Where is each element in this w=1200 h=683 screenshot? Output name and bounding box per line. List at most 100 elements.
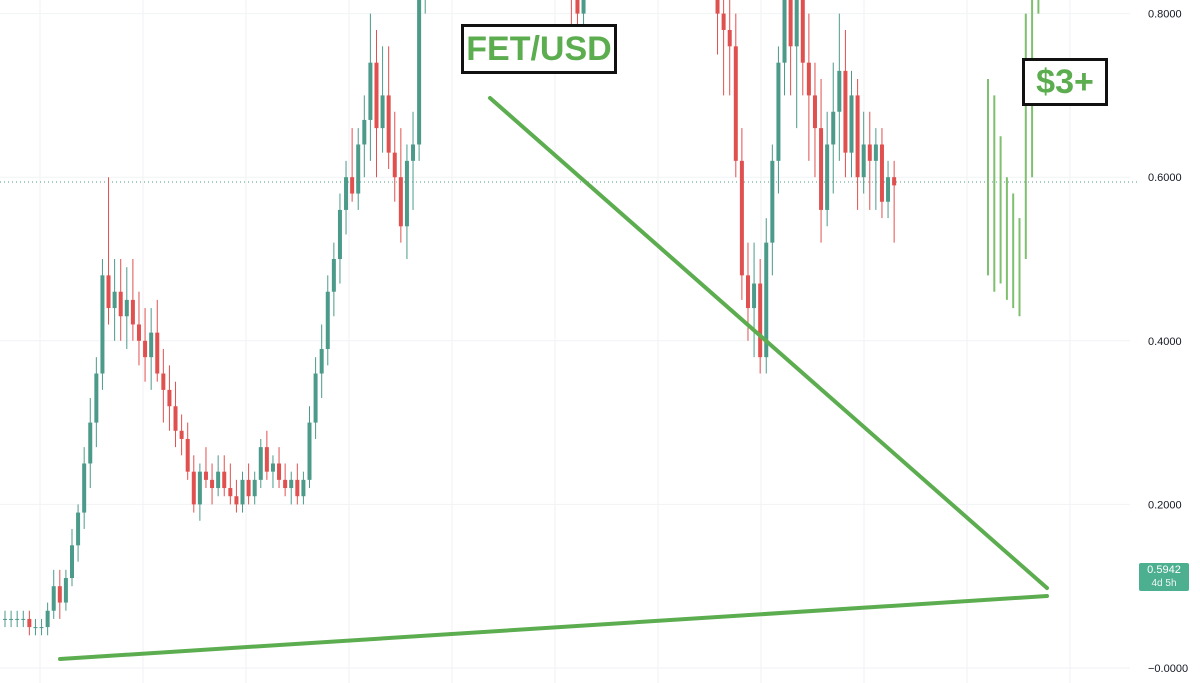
candle-body	[745, 275, 750, 309]
candle-body	[100, 275, 105, 374]
candle-body	[411, 144, 416, 161]
candle-body	[398, 177, 403, 227]
candle-body	[88, 422, 93, 464]
candle-body	[819, 128, 824, 210]
candle-body	[886, 177, 891, 202]
candle-body	[94, 373, 99, 423]
candle-body	[130, 299, 135, 325]
candle-body	[374, 62, 379, 129]
last-price-tag: 0.5942 4d 5h	[1139, 563, 1189, 591]
candle-body	[350, 177, 355, 194]
candle-body	[33, 627, 38, 629]
candle-body	[721, 13, 726, 30]
candle-body	[112, 291, 117, 309]
candle-body	[575, 0, 580, 14]
candle-body	[873, 144, 878, 161]
candle-body	[222, 471, 227, 489]
candle-body	[392, 152, 397, 178]
candle-body	[344, 177, 349, 210]
last-price-value: 0.5942	[1147, 564, 1181, 576]
candle-body	[69, 545, 74, 579]
candle-body	[106, 275, 111, 309]
candle-body	[782, 0, 787, 63]
candle-body	[417, 0, 422, 145]
candle-body	[167, 389, 172, 407]
candle-body	[356, 144, 361, 194]
candle-body	[124, 299, 129, 317]
y-tick-label: 0.2000	[1148, 499, 1182, 511]
candle-body	[216, 471, 221, 489]
candle-body	[27, 618, 32, 628]
candle-body	[82, 463, 87, 513]
candle-body	[325, 291, 330, 349]
candle-body	[770, 160, 775, 243]
candle-body	[380, 95, 385, 129]
candle-body	[252, 479, 257, 497]
y-axis: 4.00003.80003.60003.40003.20003.00002.80…	[1148, 9, 1188, 675]
candle-body	[203, 471, 208, 480]
candle-body	[277, 463, 282, 480]
candle-body	[331, 259, 336, 292]
candle-body	[21, 618, 26, 620]
candle-body	[764, 242, 769, 358]
candle-body	[197, 471, 202, 505]
candle-body	[313, 373, 318, 423]
candle-body	[289, 479, 294, 489]
candle-body	[118, 291, 123, 317]
candle-body	[301, 479, 306, 497]
candle-body	[788, 0, 793, 47]
y-tick-label: 0.4000	[1148, 336, 1182, 348]
candle-body	[246, 479, 251, 497]
candle-body	[270, 463, 275, 472]
candle-body	[149, 332, 154, 358]
candle-body	[843, 70, 848, 153]
candle-body	[319, 348, 324, 374]
candle-body	[739, 160, 744, 276]
candle-body	[337, 209, 342, 259]
candle-body	[879, 144, 884, 202]
candle-body	[776, 62, 781, 161]
candle-body	[15, 618, 20, 620]
candle-body	[9, 618, 14, 620]
y-tick-label: 0.6000	[1148, 172, 1182, 184]
candle-body	[368, 62, 373, 120]
candle-body	[264, 447, 269, 472]
candle-body	[63, 578, 68, 603]
candle-body	[234, 496, 239, 505]
candle-body	[191, 471, 196, 505]
candle-body	[812, 95, 817, 129]
candle-body	[45, 610, 50, 628]
candle-body	[849, 95, 854, 153]
candle-body	[758, 283, 763, 358]
y-tick-label: 0.8000	[1148, 9, 1182, 21]
candle-body	[861, 144, 866, 178]
candle-body	[825, 144, 830, 210]
y-tick-label: −0.0000	[1148, 663, 1188, 675]
candle-body	[283, 479, 288, 489]
candle-body	[295, 479, 300, 497]
candle-body	[715, 0, 720, 14]
chart-title: FET/USD	[461, 24, 617, 74]
candle-body	[143, 340, 148, 358]
candle-body	[173, 406, 178, 431]
candle-body	[362, 119, 367, 145]
trendlines	[58, 96, 1049, 661]
candle-body	[855, 95, 860, 178]
candle-body	[258, 447, 263, 480]
projection-bars	[987, 0, 1040, 317]
candle-body	[386, 95, 391, 153]
candle-body	[867, 144, 872, 161]
candle-body	[581, 0, 586, 14]
candle-body	[404, 160, 409, 227]
upper-trendline	[488, 96, 1049, 590]
candle-body	[210, 479, 215, 489]
candle-body	[185, 438, 190, 472]
chart-grid	[0, 0, 1130, 683]
candle-body	[76, 512, 81, 546]
candle-body	[136, 324, 141, 341]
candle-body	[733, 46, 738, 161]
candle-body	[240, 479, 245, 505]
candle-body	[179, 430, 184, 439]
candle-body	[794, 0, 799, 47]
